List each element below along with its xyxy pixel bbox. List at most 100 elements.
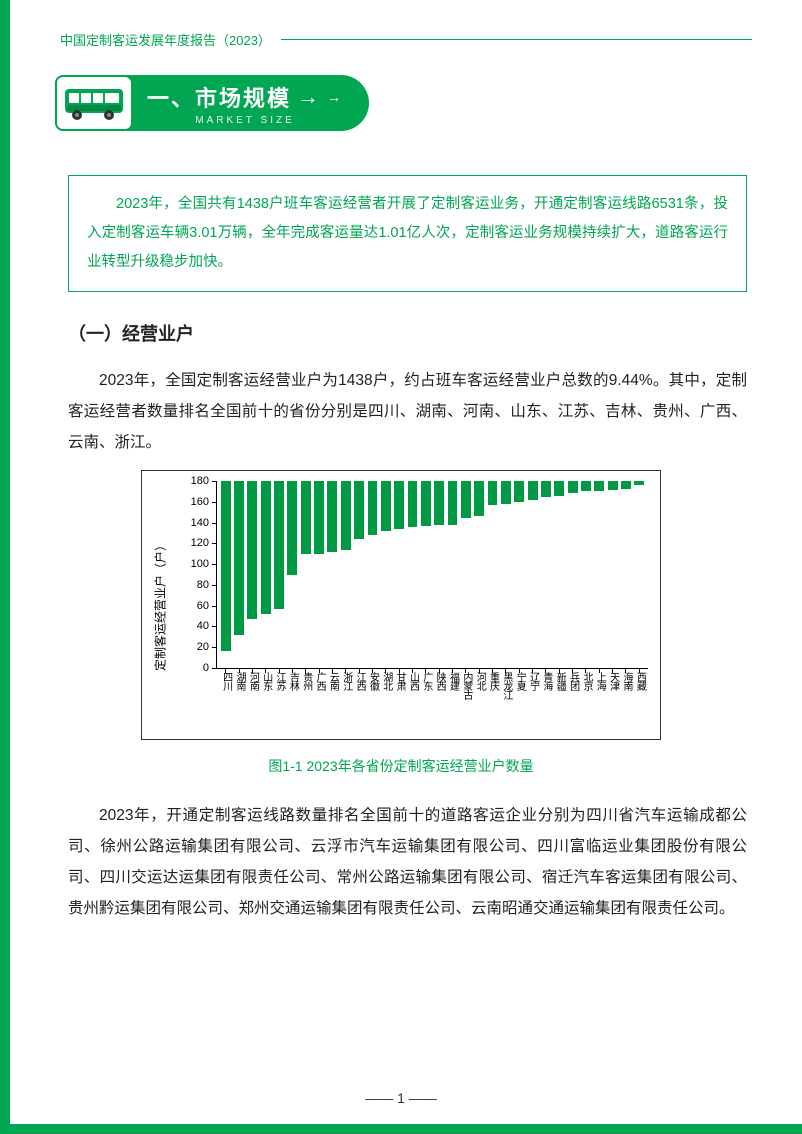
ytick-label: 80 <box>177 579 209 591</box>
page-footer: —— 1 —— <box>0 1090 802 1106</box>
bar <box>581 481 591 491</box>
xtick-label: 青海 <box>541 668 551 690</box>
bar <box>327 481 337 552</box>
xtick-label: 山西 <box>407 668 417 690</box>
header-rule <box>281 39 752 40</box>
bar-slot: 天津 <box>606 481 619 668</box>
bar <box>247 481 257 619</box>
section-badge: 一、市场规模 → → MARKET SIZE <box>55 75 369 131</box>
bar-slot: 山东 <box>259 481 272 668</box>
bar-slot: 宁夏 <box>513 481 526 668</box>
header-title: 中国定制客运发展年度报告（2023） <box>60 30 281 49</box>
bar-slot: 河北 <box>473 481 486 668</box>
bar-slot: 上海 <box>593 481 606 668</box>
bar <box>287 481 297 575</box>
bar <box>474 481 484 516</box>
badge-title-text: 一、市场规模 <box>147 81 291 113</box>
chart-caption: 图1-1 2023年各省份定制客运经营业户数量 <box>141 756 661 776</box>
ytick-label: 60 <box>177 600 209 612</box>
xtick-label: 重庆 <box>488 668 498 690</box>
bar-slot: 北京 <box>579 481 592 668</box>
bar-slot: 贵州 <box>299 481 312 668</box>
bar <box>274 481 284 609</box>
xtick-label: 海南 <box>621 668 631 690</box>
bar-slot: 江西 <box>352 481 365 668</box>
arrow-icon: → <box>297 84 321 110</box>
bar-slot: 吉林 <box>286 481 299 668</box>
xtick-label: 山东 <box>261 668 271 690</box>
xtick-label: 宁夏 <box>514 668 524 690</box>
xtick-label: 广西 <box>314 668 324 690</box>
bar-slot: 内蒙古 <box>459 481 472 668</box>
bars: 四川湖南河南山东江苏吉林贵州广西云南浙江江西安徽湖北甘肃山西广东陕西福建内蒙古河… <box>217 481 648 668</box>
xtick-label: 河北 <box>474 668 484 690</box>
bar <box>541 481 551 497</box>
bar <box>594 481 604 491</box>
bar <box>234 481 244 635</box>
ytick-label: 0 <box>177 662 209 674</box>
bar-slot: 新疆 <box>553 481 566 668</box>
ytick-label: 140 <box>177 517 209 529</box>
bar-slot: 安徽 <box>366 481 379 668</box>
bar <box>301 481 311 554</box>
page-header: 中国定制客运发展年度报告（2023） <box>60 30 752 49</box>
chart-ylabel: 定制客运经营业户（户） <box>152 539 169 671</box>
bar-slot: 广东 <box>419 481 432 668</box>
badge-subtitle: MARKET SIZE <box>147 115 343 126</box>
bar <box>448 481 458 525</box>
ytick-label: 160 <box>177 496 209 508</box>
ytick-mark <box>212 668 217 669</box>
bar-slot: 陕西 <box>433 481 446 668</box>
page-number: 1 <box>397 1090 405 1106</box>
ytick-label: 120 <box>177 537 209 549</box>
bar-slot: 西藏 <box>633 481 646 668</box>
para2-text: 2023年，开通定制客运线路数量排名全国前十的道路客运企业分别为四川省汽车运输成… <box>68 807 747 917</box>
subheading: （一）经营业户 <box>68 320 194 346</box>
xtick-label: 浙江 <box>341 668 351 690</box>
xtick-label: 贵州 <box>301 668 311 690</box>
bar-slot: 广西 <box>312 481 325 668</box>
xtick-label: 广东 <box>421 668 431 690</box>
bar <box>528 481 538 500</box>
bar-slot: 海南 <box>619 481 632 668</box>
bar <box>341 481 351 550</box>
bar-slot: 辽宁 <box>526 481 539 668</box>
bar <box>394 481 404 529</box>
xtick-label: 陕西 <box>434 668 444 690</box>
bar <box>421 481 431 526</box>
ytick-label: 20 <box>177 641 209 653</box>
bar-slot: 黑龙江 <box>499 481 512 668</box>
xtick-label: 安徽 <box>367 668 377 690</box>
xtick-label: 兵团 <box>568 668 578 690</box>
xtick-label: 北京 <box>581 668 591 690</box>
page-left-border <box>0 0 10 1134</box>
bar <box>221 481 231 651</box>
page-bottom-border <box>0 1124 802 1134</box>
bar <box>381 481 391 531</box>
xtick-label: 上海 <box>594 668 604 690</box>
bar <box>314 481 324 554</box>
chart-container: 定制客运经营业户（户） 020406080100120140160180 四川湖… <box>141 470 661 776</box>
xtick-label: 云南 <box>327 668 337 690</box>
ytick-label: 180 <box>177 475 209 487</box>
bar-slot: 江苏 <box>272 481 285 668</box>
bar-slot: 河南 <box>246 481 259 668</box>
paragraph-2: 2023年，开通定制客运线路数量排名全国前十的道路客运企业分别为四川省汽车运输成… <box>68 800 747 924</box>
xtick-label: 黑龙江 <box>501 668 511 699</box>
xtick-label: 江西 <box>354 668 364 690</box>
bar <box>621 481 631 489</box>
bar <box>608 481 618 490</box>
xtick-label: 湖南 <box>234 668 244 690</box>
badge-title: 一、市场规模 → → <box>147 81 343 113</box>
bar <box>568 481 578 493</box>
bar <box>461 481 471 518</box>
arrow-small-icon: → <box>327 89 343 105</box>
xtick-label: 河南 <box>247 668 257 690</box>
xtick-label: 甘肃 <box>394 668 404 690</box>
ytick-label: 40 <box>177 620 209 632</box>
xtick-label: 江苏 <box>274 668 284 690</box>
xtick-label: 福建 <box>448 668 458 690</box>
chart-plot-area: 020406080100120140160180 四川湖南河南山东江苏吉林贵州广… <box>216 481 648 669</box>
bar-slot: 福建 <box>446 481 459 668</box>
xtick-label: 内蒙古 <box>461 668 471 699</box>
